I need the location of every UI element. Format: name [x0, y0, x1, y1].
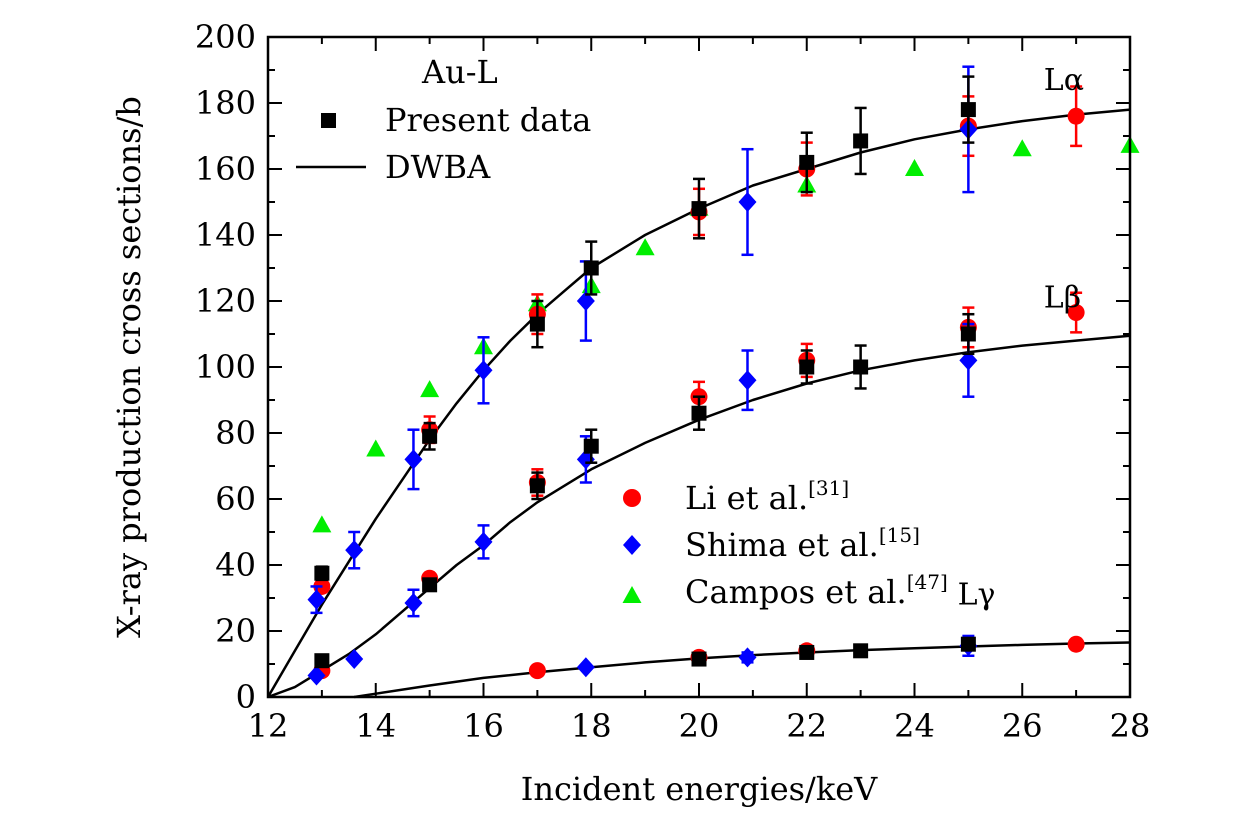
legend-marker-square	[321, 113, 336, 128]
dwba-curves	[266, 108, 1131, 699]
x-tick-label: 24	[894, 707, 935, 745]
data-point-diamond	[345, 649, 364, 670]
dwba-curve	[266, 108, 1131, 698]
data-points	[307, 65, 1140, 686]
data-point-square	[799, 359, 815, 375]
legend-top: Au-L Present data DWBA	[296, 53, 591, 186]
x-tick-label: 22	[786, 707, 827, 745]
y-tick-label: 40	[215, 546, 256, 584]
data-point-triangle	[1012, 139, 1032, 157]
data-point-square	[799, 154, 815, 170]
data-point-square	[691, 405, 707, 421]
data-point-diamond	[474, 531, 493, 552]
data-point-triangle	[420, 380, 440, 398]
x-tick-label: 28	[1110, 707, 1151, 745]
data-point-square	[422, 428, 438, 444]
data-point-diamond	[345, 540, 364, 561]
legend-title: Au-L	[421, 53, 498, 91]
data-point-circle	[1067, 635, 1085, 653]
legend-label-campos: Campos et al.[47]	[685, 570, 948, 611]
data-point-diamond	[738, 647, 757, 668]
x-tick-label: 16	[463, 707, 504, 745]
data-point-diamond	[959, 350, 978, 371]
data-point-diamond	[404, 592, 423, 613]
data-point-square	[583, 438, 599, 454]
data-point-diamond	[474, 360, 493, 381]
y-tick-label: 0	[236, 678, 256, 716]
legend-marker-circle	[623, 489, 641, 507]
data-point-diamond	[307, 665, 326, 686]
legend-label-dwba: DWBA	[385, 148, 491, 186]
x-tick-label: 14	[355, 707, 396, 745]
curve-label-l-beta: Lβ	[1044, 281, 1081, 316]
y-tick-label: 100	[195, 348, 256, 386]
legend-label-li: Li et al.[31]	[685, 476, 849, 517]
data-point-square	[422, 577, 438, 593]
x-tick-label: 18	[571, 707, 612, 745]
legend-label-present-data: Present data	[385, 101, 591, 139]
data-point-diamond	[576, 291, 595, 311]
data-point-square	[583, 260, 599, 276]
data-point-diamond	[576, 657, 595, 678]
data-point-triangle	[312, 515, 332, 533]
data-point-square	[529, 316, 545, 332]
data-point-square	[529, 478, 545, 494]
y-tick-label: 200	[195, 18, 256, 56]
data-point-square	[314, 565, 330, 581]
dwba-curve	[267, 334, 1131, 699]
data-point-square	[853, 359, 869, 375]
data-point-diamond	[738, 370, 757, 391]
curve-label-l-gamma: Lγ	[958, 578, 996, 613]
axes: 12 14 16 18 20 22 24 26 28 0 20 40 60 80 100 120 140 160 1…	[195, 18, 1150, 745]
y-axis-title: X-ray production cross sections/b	[110, 96, 148, 638]
x-tick-label: 20	[679, 707, 720, 745]
dwba-curve	[354, 641, 1131, 699]
data-point-square	[314, 653, 330, 669]
legend-bottom: Li et al.[31] Shima et al.[15] Campos et…	[622, 476, 948, 611]
data-point-square	[691, 651, 707, 667]
data-point-triangle	[905, 159, 924, 176]
data-point-square	[960, 326, 976, 342]
legend-marker-triangle	[622, 586, 642, 603]
y-tick-label: 60	[215, 480, 256, 518]
data-point-square	[799, 644, 815, 660]
data-point-circle	[1067, 304, 1085, 322]
data-point-square	[691, 201, 707, 217]
x-axis-title: Incident energies/keV	[521, 770, 878, 808]
data-point-square	[853, 643, 869, 659]
y-tick-label: 160	[195, 150, 256, 188]
data-point-square	[960, 102, 976, 118]
data-point-diamond	[307, 589, 326, 610]
legend-label-shima: Shima et al.[15]	[685, 523, 920, 564]
y-tick-label: 180	[195, 84, 256, 122]
data-point-square	[960, 636, 976, 652]
y-tick-label: 120	[195, 282, 256, 320]
legend-marker-diamond	[623, 535, 641, 555]
curve-label-l-alpha: Lα	[1044, 63, 1084, 98]
data-point-triangle	[635, 238, 655, 256]
data-point-diamond	[404, 449, 423, 470]
y-tick-label: 80	[215, 414, 256, 452]
x-tick-label: 12	[248, 707, 289, 745]
x-tick-label: 26	[1002, 707, 1043, 745]
data-point-diamond	[738, 192, 757, 212]
y-tick-label: 140	[195, 216, 256, 254]
y-tick-label: 20	[215, 612, 256, 650]
data-point-circle	[1067, 107, 1085, 125]
data-point-circle	[528, 662, 546, 680]
data-point-square	[853, 133, 869, 149]
data-point-triangle	[366, 439, 386, 457]
